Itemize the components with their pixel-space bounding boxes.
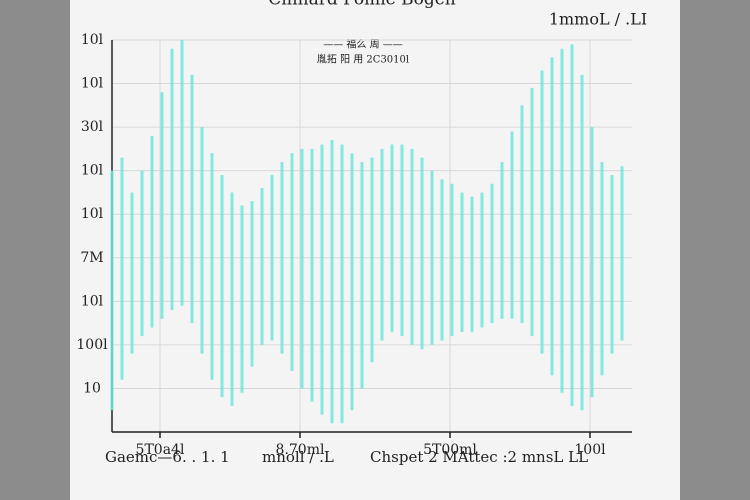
y-tick-label: 10l	[81, 76, 104, 92]
footer-text: mnoll / .L	[262, 448, 334, 466]
y-tick-label: 7M	[80, 250, 103, 266]
y-tick-label: 10l	[81, 206, 104, 222]
y-tick-label: 100l	[76, 337, 108, 353]
y-tick-label: 10	[83, 380, 101, 396]
y-tick-label: 30l	[81, 119, 104, 135]
footer-text: Chspet 2 MAttec :2 mnsL LL	[370, 448, 588, 466]
unit-label: 1mmoL / .LI	[549, 10, 647, 29]
y-tick-label: 10l	[81, 32, 104, 48]
y-tick-label: 10l	[81, 293, 104, 309]
legend-entry: 胤拓 阳 用 2C3010l	[317, 53, 409, 66]
x-tick-label: 5T0a4l	[136, 442, 185, 458]
footer-text: Gaemc—6. . 1. 1	[105, 448, 230, 466]
legend-entry: —— 福么 周 ——	[323, 38, 403, 51]
x-tick-label: 5T00ml	[423, 442, 477, 458]
x-tick-label: 8.70ml	[276, 442, 325, 458]
chart-title: Cinnard Pomie Bogen	[268, 0, 456, 10]
y-tick-label: 10l	[81, 163, 104, 179]
x-tick-label: 100l	[574, 442, 606, 458]
